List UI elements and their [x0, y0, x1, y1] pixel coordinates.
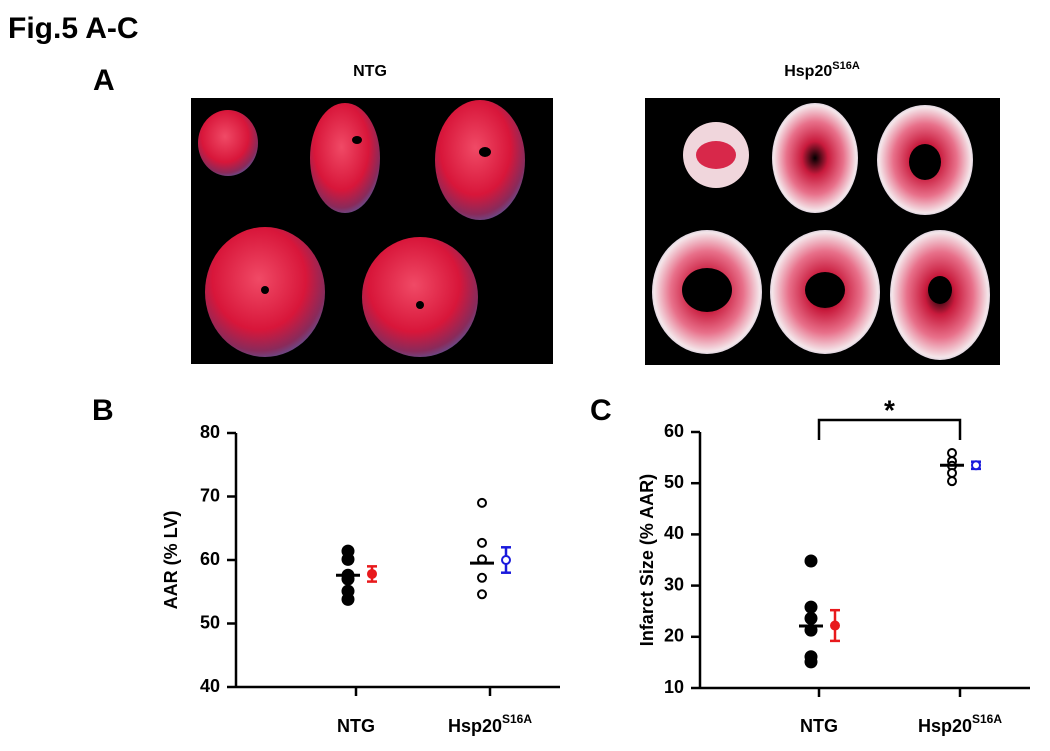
summary-mean: [501, 555, 511, 565]
photo-hsp20: [645, 98, 1000, 365]
photo-title: NTG: [353, 63, 387, 80]
photo-ntg: [191, 98, 553, 364]
data-point: [477, 572, 487, 583]
figure-title: Fig.5 A-C: [8, 12, 139, 45]
y-tick-label: 80: [200, 422, 220, 442]
y-tick-label: 40: [664, 523, 684, 543]
data-point: [477, 497, 487, 508]
photo-title: Hsp20S16A: [784, 60, 860, 80]
x-tick-label-text: Hsp20: [918, 716, 972, 736]
x-tick-label-sup: S16A: [502, 712, 532, 726]
x-tick-label: NTG: [337, 716, 375, 736]
annotation: *: [884, 394, 895, 425]
data-point: [477, 589, 487, 600]
x-tick-label: Hsp20S16A: [918, 712, 1002, 736]
data-point: [804, 554, 818, 568]
x-tick-label-text: NTG: [337, 716, 375, 736]
data-point: [341, 552, 355, 566]
x-tick-label-text: Hsp20: [448, 716, 502, 736]
summary-mean: [830, 620, 840, 631]
data-point: [477, 537, 487, 548]
y-axis-label: AAR (% LV): [161, 511, 181, 610]
y-tick-label: 50: [200, 612, 220, 632]
panel-label: B: [92, 394, 114, 427]
data-point: [341, 592, 355, 606]
data-point: [804, 655, 818, 669]
y-tick-label: 30: [664, 574, 684, 594]
y-tick-label: 70: [200, 485, 220, 505]
panel-label: A: [93, 64, 115, 97]
x-tick-label: Hsp20S16A: [448, 712, 532, 736]
panel-label: C: [590, 394, 612, 427]
x-tick-label-text: NTG: [800, 716, 838, 736]
x-tick-label-sup: S16A: [972, 712, 1002, 726]
y-axis-label: Infarct Size (% AAR): [637, 474, 657, 646]
x-tick-label: NTG: [800, 716, 838, 736]
significance-bracket: [817, 418, 962, 440]
data-point: [947, 476, 957, 487]
data-point: [947, 467, 957, 478]
summary-mean: [367, 568, 377, 579]
y-tick-label: 60: [664, 421, 684, 441]
y-tick-label: 10: [664, 677, 684, 697]
data-point: [804, 600, 818, 614]
y-tick-label: 60: [200, 549, 220, 569]
summary-mean: [971, 460, 981, 471]
y-tick-label: 50: [664, 472, 684, 492]
y-tick-label: 40: [200, 676, 220, 696]
data-point: [804, 611, 818, 625]
data-point: [947, 447, 957, 458]
y-tick-label: 20: [664, 626, 684, 646]
